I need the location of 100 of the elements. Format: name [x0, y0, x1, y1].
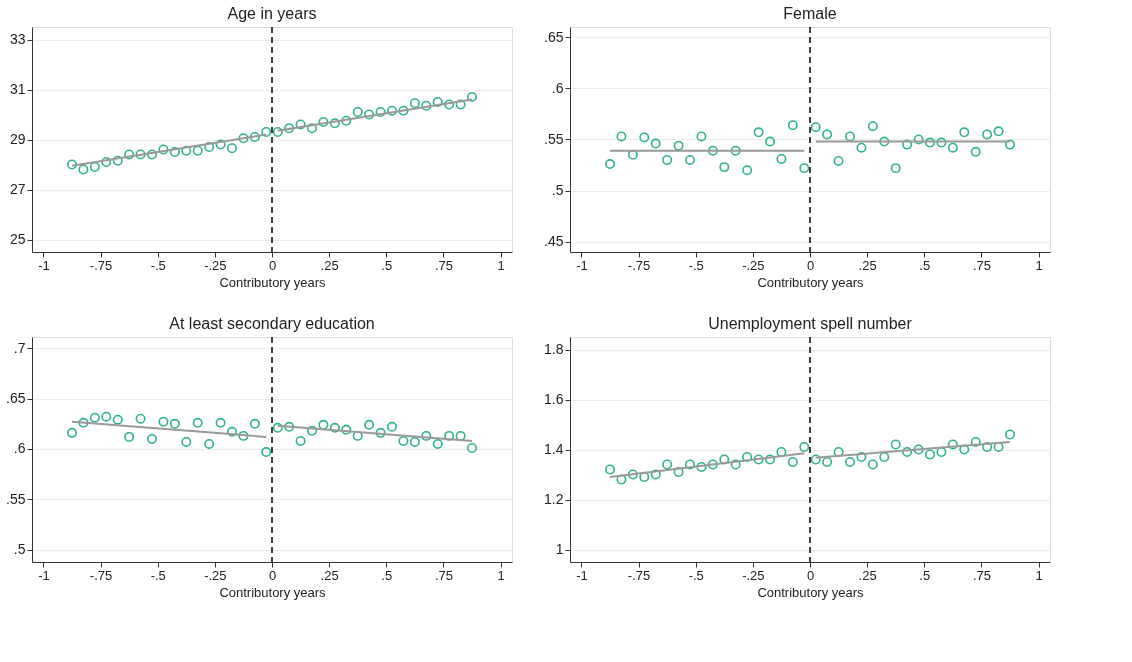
x-tick-label: 0 [806, 257, 815, 273]
point [215, 139, 226, 150]
x-axis-title: Contributory years [219, 584, 327, 600]
point [409, 98, 420, 109]
x-tick-label: -.75 [89, 567, 113, 583]
point [685, 154, 695, 165]
point [890, 439, 901, 450]
point [307, 123, 317, 134]
point [204, 142, 215, 152]
point [444, 99, 455, 110]
point [432, 97, 443, 107]
y-tick-label: .65 [6, 390, 26, 407]
x-tick-label: 0 [806, 567, 815, 583]
point [89, 412, 100, 423]
y-tick-label: 29 [9, 131, 26, 147]
x-tick-label: 0 [268, 257, 277, 273]
point [696, 131, 707, 142]
x-tick-label: -.75 [89, 257, 113, 273]
point [432, 438, 443, 449]
point [135, 413, 146, 424]
point [947, 142, 958, 153]
point [867, 459, 878, 470]
point [799, 442, 810, 452]
point [833, 156, 844, 166]
point [685, 459, 695, 470]
point [993, 126, 1004, 137]
point [124, 431, 135, 442]
point [776, 447, 787, 457]
point [959, 444, 970, 455]
point [879, 136, 890, 147]
point [993, 442, 1004, 452]
point [730, 145, 741, 156]
point [295, 435, 306, 446]
x-tick-label: .5 [381, 257, 393, 273]
x-tick-label: -.75 [627, 257, 651, 273]
point [845, 457, 855, 467]
x-tick-label: .75 [434, 257, 453, 273]
y-tick-label: 25 [9, 231, 26, 247]
point [662, 459, 673, 470]
point [616, 131, 627, 142]
y-tick-label: .6 [13, 440, 26, 457]
x-tick-label: .75 [972, 567, 991, 583]
x-tick-label: .25 [320, 567, 339, 583]
x-tick-label: .25 [858, 257, 877, 273]
x-tick-label: -.75 [627, 567, 651, 583]
point [227, 426, 237, 437]
point [982, 129, 993, 140]
point [192, 145, 203, 156]
y-tick-label: .45 [544, 233, 564, 250]
y-tick-label: .5 [13, 541, 26, 558]
point [696, 462, 707, 472]
point [673, 467, 684, 477]
point [970, 437, 981, 447]
y-tick-label: .65 [544, 28, 564, 45]
point [444, 430, 455, 441]
point [833, 447, 844, 457]
point [467, 92, 477, 102]
point [272, 422, 283, 433]
x-tick-label: -.5 [150, 257, 166, 273]
point [124, 149, 135, 160]
x-tick-label: 1 [497, 257, 505, 273]
point [753, 454, 764, 465]
point [902, 447, 913, 457]
point [662, 154, 673, 165]
point [650, 469, 661, 480]
point [627, 469, 638, 480]
point [112, 155, 123, 166]
point [375, 427, 386, 438]
point [467, 443, 477, 453]
point [822, 129, 833, 140]
y-tick-label: 1 [555, 541, 564, 557]
point [707, 145, 718, 156]
point [352, 430, 363, 441]
point [67, 427, 77, 438]
point [295, 119, 306, 130]
y-tick-label: .7 [13, 339, 26, 356]
point [707, 459, 718, 470]
point [650, 138, 661, 149]
point [215, 417, 226, 428]
x-tick-label: -.25 [204, 567, 227, 583]
x-tick-label: -1 [576, 567, 588, 583]
point [845, 131, 855, 142]
point [753, 127, 764, 138]
x-tick-label: -1 [38, 567, 50, 583]
point [455, 99, 466, 110]
point [192, 417, 203, 428]
x-tick-label: -.25 [204, 257, 227, 273]
x-tick-label: 1 [1035, 257, 1043, 273]
point [89, 162, 100, 172]
y-tick-label: 1.4 [544, 441, 564, 457]
x-tick-label: -1 [576, 257, 588, 273]
point [78, 417, 89, 428]
point [936, 137, 947, 148]
point [947, 439, 958, 450]
x-tick-label: -.5 [688, 567, 704, 583]
x-axis-title: Contributory years [757, 584, 865, 600]
y-tick-label: 1.8 [544, 341, 564, 357]
y-tick-label: 1.6 [544, 391, 564, 407]
point [364, 419, 375, 430]
point [147, 149, 157, 160]
